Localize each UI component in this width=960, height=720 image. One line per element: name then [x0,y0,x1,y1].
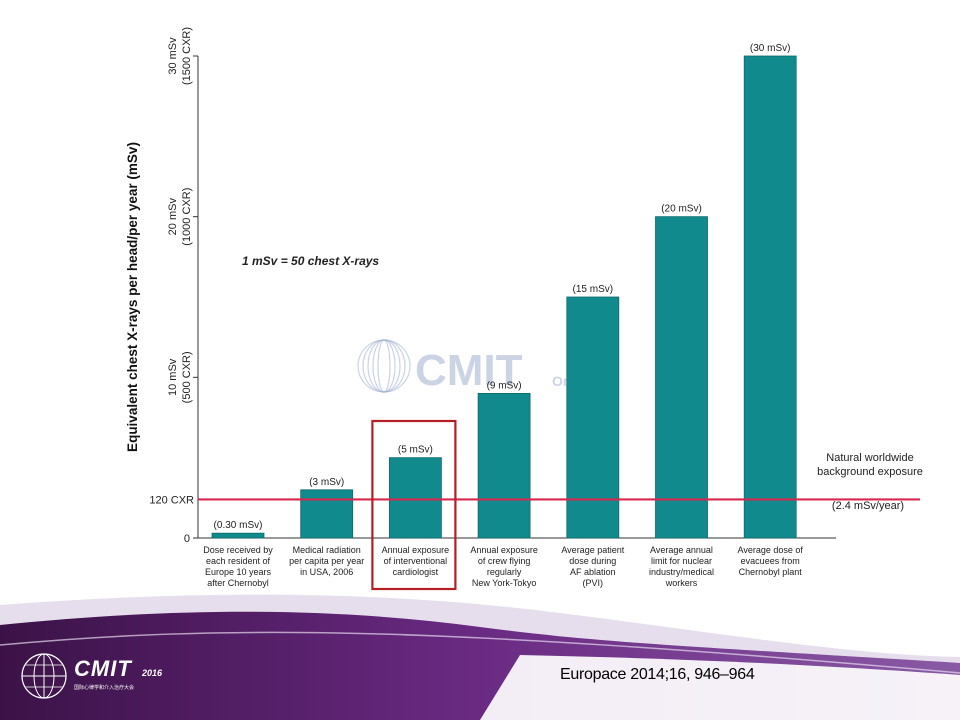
bar-value-label: (5 mSv) [398,445,433,456]
watermark-globe-icon [357,339,411,393]
category-label: of crew flying [478,556,531,566]
logo-name: CMIT [74,656,132,681]
citation: Europace 2014;16, 946–964 [560,666,755,683]
y-tick-label: 20 mSv [167,198,179,236]
category-label: regularly [487,567,522,577]
footer-band [0,594,960,720]
reference-label: background exposure [817,466,923,478]
category-label: per capita per year [289,556,364,566]
category-label: AF ablation [570,567,616,577]
category-label: industry/medical [649,567,714,577]
category-label: each resident of [206,556,271,566]
category-label: Annual exposure [470,545,538,555]
y-tick-label: 30 mSv [167,37,179,75]
bar-value-label: (15 mSv) [573,284,614,295]
watermark-text: CMIT [415,346,523,395]
bar-value-label: (20 mSv) [661,204,702,215]
highlight-box [371,419,457,591]
category-label: Annual exposure [382,545,450,555]
bar-value-label: (0.30 mSv) [214,520,263,531]
reference-label: Natural worldwide [826,452,913,464]
reference-axis-label: 120 CXR [149,494,194,506]
category-label: Europe 10 years [205,567,272,577]
category-label: in USA, 2006 [300,567,353,577]
category-label: (PVI) [583,578,604,588]
watermark [357,339,411,393]
chart: CMITOnline010 mSv(500 CXR)20 mSv(1000 CX… [125,27,923,591]
globe-icon [21,653,67,699]
y-tick-label: 0 [184,533,190,545]
logo-year: 2016 [142,668,163,678]
y-tick-label: 10 mSv [167,358,179,396]
bar-value-label: (30 mSv) [750,43,791,54]
bar [477,392,531,539]
bar-value-label: (9 mSv) [487,380,522,391]
category-label: Average patient [561,545,624,555]
annotation-text: 1 mSv = 50 chest X-rays [242,254,379,268]
y-tick-label: (1000 CXR) [181,188,193,246]
cmit-logo: CMIT 2016 国际心律学和介入治疗大会 [18,648,188,704]
bar [566,296,620,539]
y-tick-label: (500 CXR) [181,351,193,403]
category-label: Dose received by [203,545,273,555]
bar [211,532,265,539]
category-label: limit for nuclear [651,556,712,566]
category-label: cardiologist [393,567,439,577]
category-label: Medical radiation [293,545,361,555]
category-label: of interventional [384,556,448,566]
category-label: workers [665,578,698,588]
category-label: Chernobyl plant [739,567,803,577]
reference-sub-label: (2.4 mSv/year) [832,500,904,512]
bar [743,55,797,539]
bar [388,457,442,539]
logo-subtitle: 国际心律学和介入治疗大会 [74,685,135,691]
category-label: dose during [569,556,616,566]
bar-value-label: (3 mSv) [309,477,344,488]
category-label: Average dose of [738,545,804,555]
bar [655,216,708,539]
y-tick-label: (1500 CXR) [181,27,193,85]
category-label: after Chernobyl [207,578,269,588]
y-axis-title: Equivalent chest X-rays per head/per yea… [125,142,140,452]
category-label: evacuees from [741,556,800,566]
bar [300,489,354,539]
category-label: Average annual [650,545,713,555]
category-label: New York-Tokyo [472,578,537,588]
